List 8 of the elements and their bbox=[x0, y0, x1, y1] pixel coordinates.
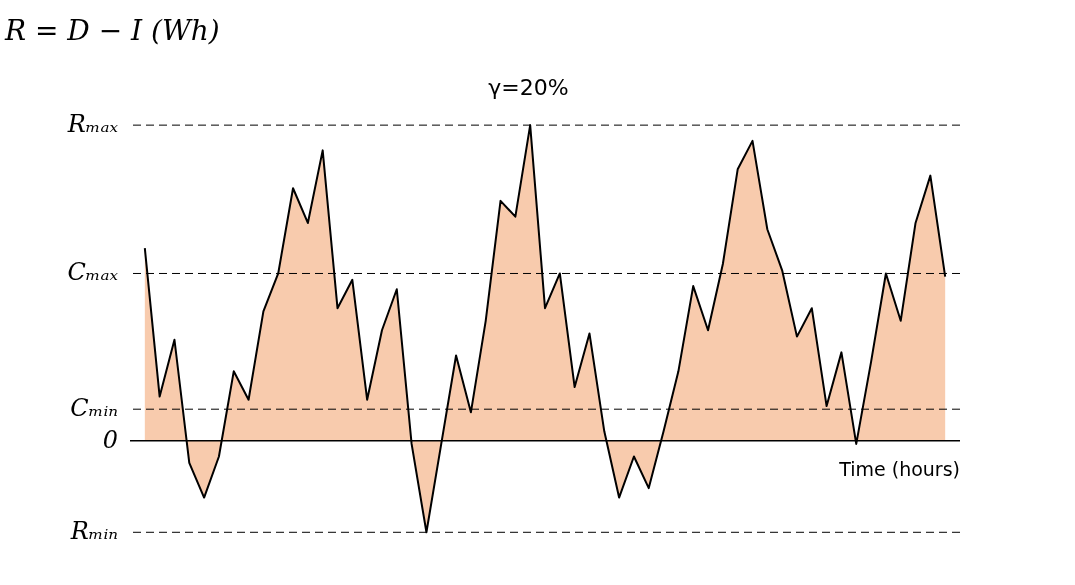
x-axis-title: Time (hours) bbox=[838, 457, 960, 480]
ref-line-label: 0 bbox=[102, 425, 118, 454]
ref-line-label: Cₘᵢₙ bbox=[70, 394, 118, 423]
y-axis-title: R = D − I (Wh) bbox=[4, 14, 220, 47]
ref-line-label: Rₘₐₓ bbox=[66, 110, 119, 139]
ref-line-label: Cₘₐₓ bbox=[67, 258, 119, 287]
ref-line-label: Rₘᵢₙ bbox=[69, 517, 118, 546]
text: γ=20% bbox=[488, 75, 569, 100]
